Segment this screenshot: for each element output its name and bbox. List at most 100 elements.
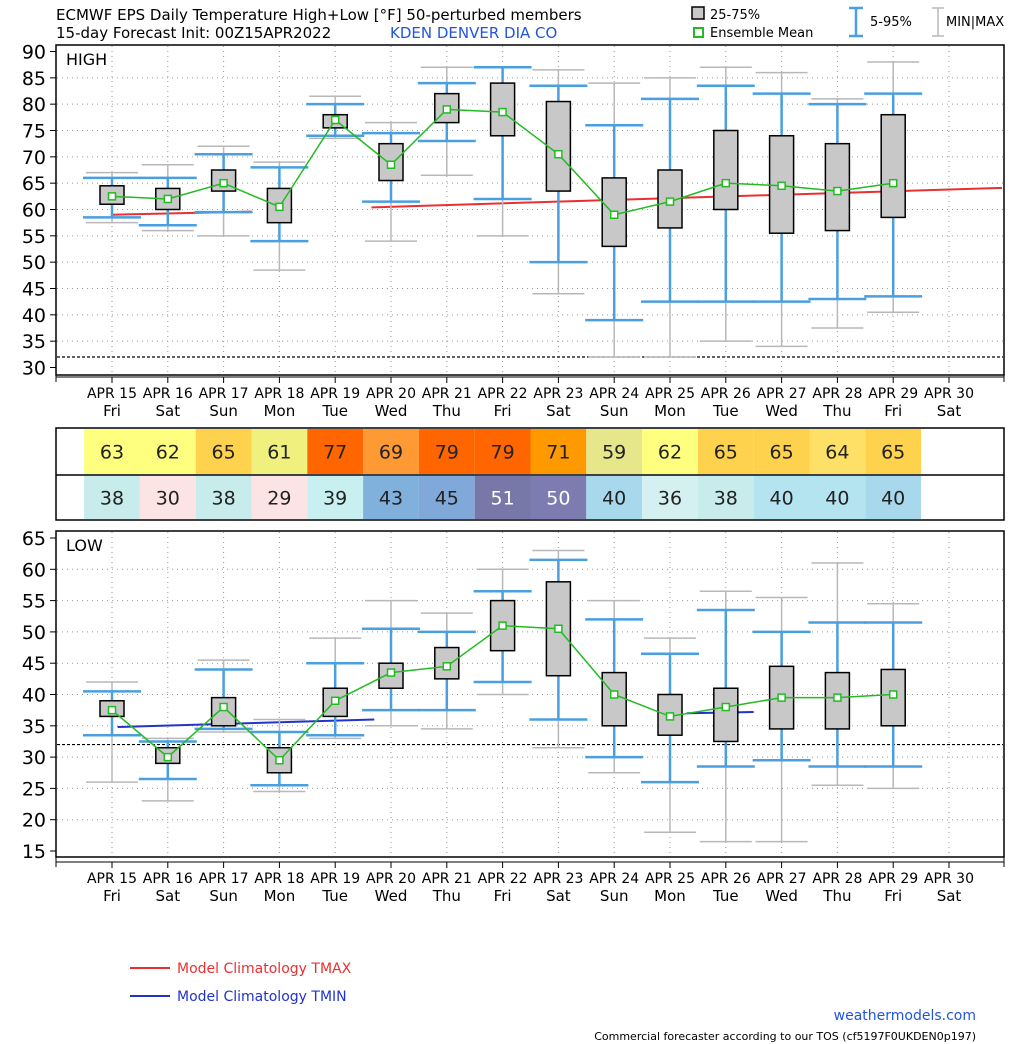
y-tick-label: 35 (22, 716, 46, 738)
x-tick-date: APR 24 (589, 871, 639, 887)
x-tick-dow: Fri (103, 402, 121, 420)
ensemble-mean-marker (665, 712, 675, 721)
climatology-line (117, 718, 375, 729)
table-high-value: 65 (714, 442, 738, 464)
x-tick-dow: Sat (937, 887, 962, 905)
table-high-value: 79 (491, 442, 515, 464)
x-tick-date: APR 25 (645, 871, 695, 887)
table-low-value: 45 (435, 488, 459, 510)
chart-title: ECMWF EPS Daily Temperature High+Low [°F… (56, 6, 582, 24)
table-high-value: 65 (212, 442, 236, 464)
x-tick-dow: Sun (209, 887, 238, 905)
summary-table: 63 62 65 61 77 69 79 79 71 59 62 65 65 64 65 38 30 38 29 39… (55, 427, 1005, 521)
x-tick-date: APR 16 (143, 386, 193, 402)
table-cell (363, 429, 419, 474)
table-cell (84, 429, 140, 474)
table-low-value: 38 (100, 488, 124, 510)
y-tick-label: 90 (22, 42, 46, 64)
ensemble-mean-marker (275, 202, 284, 212)
x-tick-dow: Wed (375, 887, 408, 905)
table-cell (307, 476, 364, 519)
iqr-box (880, 113, 906, 219)
ensemble-mean-marker (386, 668, 396, 677)
y-tick-label: 50 (22, 622, 46, 644)
x-tick-date: APR 18 (254, 871, 304, 887)
x-tick-dow: Thu (432, 402, 461, 420)
table-cell (530, 476, 587, 519)
x-tick-dow: Fri (494, 887, 512, 905)
table-cell (307, 429, 364, 474)
ensemble-mean-marker (219, 702, 228, 712)
table-high-value: 65 (881, 442, 905, 464)
site-credit[interactable]: weathermodels.com (834, 1008, 976, 1024)
y-tick-label: 50 (22, 252, 46, 274)
x-tick-date: APR 16 (143, 871, 193, 887)
x-tick-date: APR 30 (924, 871, 974, 887)
table-low-value: 51 (491, 488, 515, 510)
x-tick-dow: Sat (155, 887, 180, 905)
x-tick-dow: Wed (765, 402, 798, 420)
x-tick-dow: Fri (884, 887, 902, 905)
x-tick-dow: Sun (209, 402, 238, 420)
y-tick-label: 60 (22, 200, 46, 222)
ensemble-mean-marker (665, 197, 675, 206)
ensemble-mean-marker (498, 621, 507, 630)
x-tick-date: APR 29 (868, 871, 918, 887)
ensemble-mean-marker (442, 662, 452, 671)
table-low-value: 29 (267, 488, 291, 510)
table-cell (195, 476, 252, 519)
table-high-value: 59 (602, 442, 626, 464)
ensemble-mean-marker (833, 693, 842, 702)
x-tick-date: APR 19 (310, 386, 360, 402)
table-high-value: 61 (267, 442, 291, 464)
ensemble-mean-marker (833, 186, 842, 196)
legend-top: 25-75% Ensemble Mean 5-95% MIN|MAX (691, 6, 1004, 41)
ensemble-mean-marker (163, 752, 173, 762)
x-tick-dow: Tue (712, 887, 739, 905)
ensemble-mean-marker (777, 693, 786, 702)
y-tick-label: 25 (22, 778, 46, 800)
x-tick-dow: Sun (600, 402, 629, 420)
station-name: KDEN DENVER DIA CO (390, 24, 557, 42)
plot-frame (55, 44, 1005, 376)
table-low-value: 30 (156, 488, 180, 510)
ensemble-mean-marker (554, 149, 563, 159)
table-cell (586, 476, 643, 519)
y-tick-label: 75 (22, 121, 46, 143)
iqr-box (489, 82, 516, 137)
ensemble-mean-marker (442, 105, 452, 114)
x-tick-dow: Fri (103, 887, 121, 905)
y-tick-label: 65 (22, 528, 46, 550)
table-cell (139, 429, 196, 474)
table-low-value: 40 (881, 488, 905, 510)
x-tick-dow: Mon (654, 887, 686, 905)
table-cell (642, 429, 698, 474)
table-high-value: 65 (770, 442, 794, 464)
table-low-value: 50 (546, 488, 570, 510)
table-cell (697, 429, 754, 474)
table-cell (363, 476, 419, 519)
tmax-legend-label: Model Climatology TMAX (177, 961, 352, 977)
ensemble-mean-marker (219, 178, 228, 188)
legend-box-label: 25-75% (710, 8, 760, 23)
x-tick-date: APR 26 (701, 386, 751, 402)
y-tick-label: 70 (22, 147, 46, 169)
iqr-box (601, 671, 627, 727)
table-cell (251, 429, 308, 474)
table-cell (418, 476, 475, 519)
table-cell (642, 476, 698, 519)
ensemble-mean-marker (330, 115, 340, 125)
table-low-value: 39 (323, 488, 347, 510)
table-cell (753, 429, 810, 474)
table-high-value: 69 (379, 442, 403, 464)
x-tick-date: APR 24 (589, 386, 639, 402)
table-cell (586, 429, 643, 474)
ensemble-mean-marker (386, 160, 396, 169)
ensemble-mean-marker (107, 705, 117, 715)
x-tick-date: APR 19 (310, 871, 360, 887)
ensemble-mean-marker (609, 210, 619, 220)
panel-label: HIGH (66, 50, 107, 69)
ensemble-mean-marker (554, 624, 563, 634)
y-tick-label: 60 (22, 559, 46, 581)
